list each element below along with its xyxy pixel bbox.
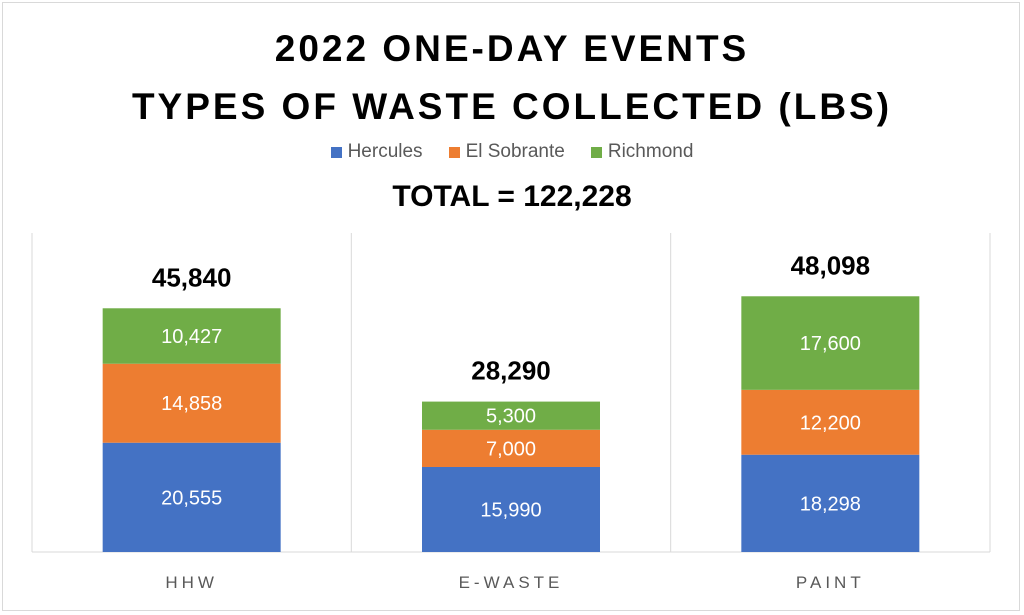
x-tick-label: HHW [165,573,218,592]
legend-label: Hercules [347,141,423,162]
data-label: 12,200 [800,412,861,434]
bar-el-sobrante [422,429,600,467]
legend-label: Richmond [607,141,694,162]
bar-el-sobrante [741,389,920,455]
bar-richmond [102,308,281,364]
data-label: 20,555 [161,487,222,509]
legend-label: El Sobrante [465,141,565,162]
bar-richmond [422,401,600,430]
legend: Hercules El Sobrante Richmond [0,141,1024,163]
data-label: 18,298 [800,493,861,515]
data-label: 10,427 [161,326,222,348]
data-label: 17,600 [800,333,861,355]
total-label: 28,290 [471,356,551,386]
chart-title-line-2: TYPES OF WASTE COLLECTED (LBS) [131,86,893,127]
x-tick-label: E-WASTE [459,573,564,592]
chart-subtitle-total: TOTAL = 122,228 [392,180,632,213]
bar-hercules [102,442,281,552]
legend-item-el-sobrante: El Sobrante [448,141,565,163]
legend-swatch [448,146,460,158]
data-label: 14,858 [161,393,222,415]
bar-hercules [422,466,600,552]
bar-el-sobrante [102,363,281,443]
legend-swatch [590,146,602,158]
legend-swatch [330,146,342,158]
legend-item-richmond: Richmond [590,141,694,163]
total-label: 45,840 [152,262,232,292]
bar-hercules [741,454,920,552]
chart-title-line-1: 2022 ONE-DAY EVENTS [274,28,750,69]
bar-richmond [741,296,920,390]
data-label: 7,000 [486,438,536,460]
data-label: 5,300 [486,406,536,428]
x-tick-label: PAINT [796,573,865,592]
total-label: 48,098 [791,250,871,280]
data-label: 15,990 [480,499,541,521]
legend-item-hercules: Hercules [330,141,423,163]
